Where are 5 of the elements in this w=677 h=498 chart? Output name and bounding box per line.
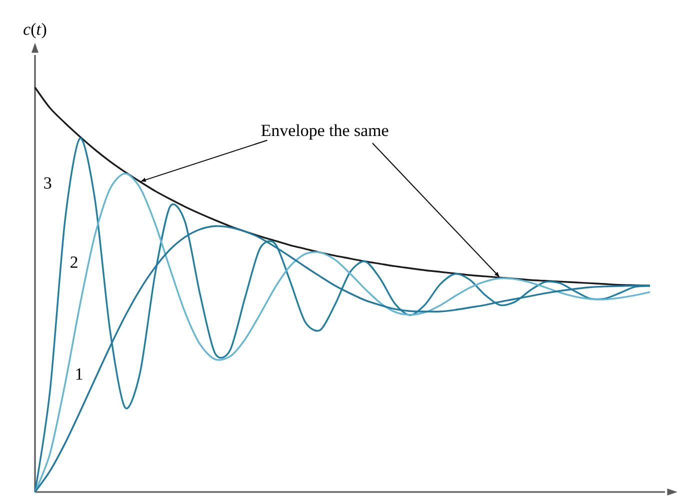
annotation: Envelope the same [261,124,388,140]
series-label: 2 [70,256,78,268]
y-axis-title: c(t) [24,23,46,38]
series-label: 1 [76,368,82,380]
series-label: 3 [44,177,52,189]
